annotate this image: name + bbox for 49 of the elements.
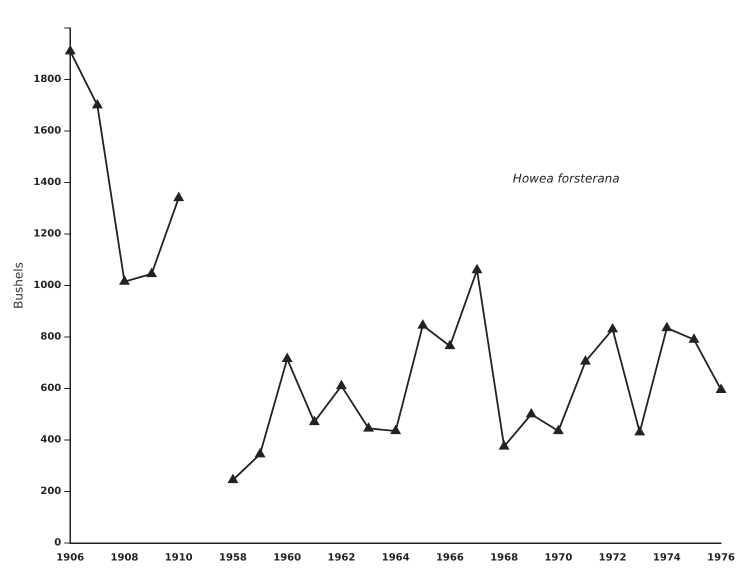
x-tick-label: 1908 [110, 552, 138, 564]
point [174, 192, 184, 202]
point [526, 408, 536, 418]
point [336, 380, 346, 390]
point [716, 384, 726, 393]
point [634, 426, 645, 436]
point [255, 448, 265, 458]
x-tick-label: 1972 [598, 552, 627, 564]
y-tick-label: 1600 [33, 126, 62, 137]
y-axis-title: Bushels [11, 262, 26, 309]
x-tick-label: 1964 [382, 552, 410, 564]
y-tick-label: 600 [40, 383, 62, 394]
x-tick-label: 1906 [56, 552, 84, 564]
point [228, 474, 238, 484]
y-tick-label: 200 [40, 486, 62, 498]
x-tick-label: 1962 [328, 552, 356, 564]
point [554, 426, 564, 434]
x-tick-label: 1976 [707, 552, 736, 564]
point [120, 276, 130, 285]
x-tick-label: 1968 [490, 552, 518, 564]
point [499, 441, 509, 450]
y-tick-label: 1000 [33, 280, 62, 292]
x-tick-label: 1966 [436, 552, 464, 564]
point [390, 426, 400, 434]
point [282, 353, 292, 362]
point [418, 320, 428, 329]
point [689, 334, 699, 343]
point [146, 268, 156, 278]
y-tick-label: 400 [40, 434, 62, 446]
y-tick-label: 800 [40, 332, 62, 343]
annotation: Howea forsterana [512, 172, 620, 186]
point [92, 100, 102, 108]
x-tick-label: 1974 [652, 552, 681, 564]
point [65, 46, 76, 54]
x-tick-label: 1960 [273, 552, 302, 564]
y-tick-label: 0 [54, 538, 62, 549]
point [608, 324, 618, 332]
point [310, 416, 320, 426]
x-tick-label: 1958 [219, 552, 247, 564]
y-tick-label: 1400 [33, 177, 62, 188]
point [364, 423, 374, 432]
point [472, 264, 482, 274]
point [580, 356, 590, 365]
point [662, 322, 672, 332]
point [445, 340, 455, 350]
y-tick-label: 1800 [33, 74, 62, 86]
x-tick-label: 1910 [164, 552, 193, 564]
y-tick-label: 1200 [33, 228, 62, 240]
x-tick-label: 1970 [544, 552, 572, 564]
